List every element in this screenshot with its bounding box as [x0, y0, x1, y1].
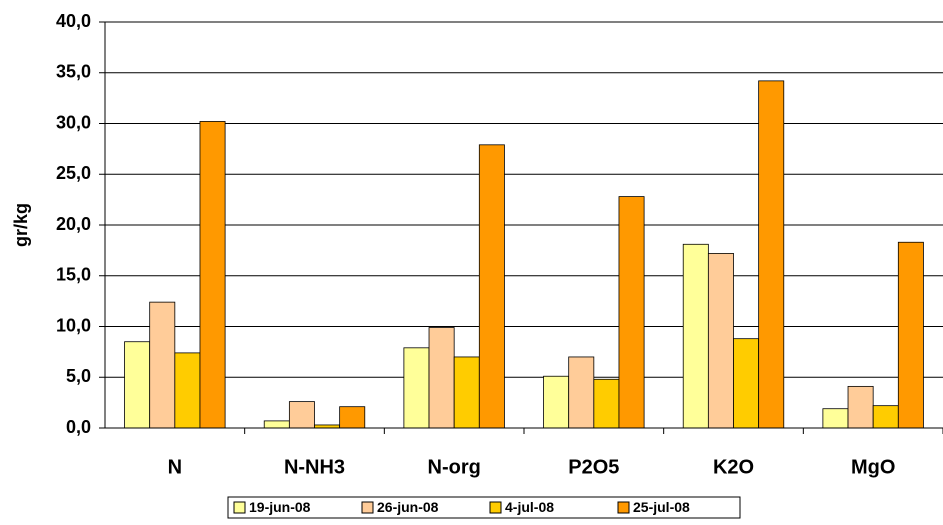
- bar: [543, 375, 570, 429]
- bar: [124, 341, 151, 429]
- x-tick-label: K2O: [713, 456, 754, 478]
- y-tick-label: 40,0: [56, 11, 91, 31]
- bar: [428, 327, 455, 429]
- bar: [478, 144, 505, 429]
- bar: [288, 401, 315, 429]
- bar: [149, 301, 176, 429]
- y-tick-label: 10,0: [56, 315, 91, 335]
- x-tick-label: N-NH3: [284, 456, 345, 478]
- y-tick-label: 5,0: [66, 366, 91, 386]
- x-tick-label: N: [168, 456, 182, 478]
- bar: [733, 338, 760, 429]
- x-tick-label: P2O5: [568, 456, 619, 478]
- y-tick-label: 30,0: [56, 112, 91, 132]
- legend-label: 4-jul-08: [505, 499, 554, 515]
- bar: [403, 347, 430, 429]
- y-tick-label: 20,0: [56, 214, 91, 234]
- y-tick-label: 25,0: [56, 163, 91, 183]
- legend-swatch: [233, 501, 246, 514]
- x-tick-label: MgO: [851, 456, 895, 478]
- legend-box: [227, 496, 741, 519]
- bar: [872, 405, 899, 429]
- y-tick-label: 0,0: [66, 417, 91, 437]
- bar: [758, 80, 785, 429]
- bar: [822, 408, 849, 429]
- bar: [682, 243, 709, 429]
- legend-label: 19-jun-08: [249, 499, 311, 515]
- bar: [897, 241, 924, 429]
- y-tick-label: 35,0: [56, 62, 91, 82]
- legend-swatch: [489, 501, 502, 514]
- y-axis-label: gr/kg: [11, 203, 31, 247]
- bar: [847, 385, 874, 429]
- legend-swatch: [617, 501, 630, 514]
- y-tick-label: 15,0: [56, 265, 91, 285]
- legend-label: 25-jul-08: [633, 499, 690, 515]
- bar: [453, 356, 480, 429]
- bar: [174, 352, 201, 429]
- bar: [199, 121, 226, 429]
- legend-label: 26-jun-08: [377, 499, 439, 515]
- bar: [568, 356, 595, 429]
- bar: [593, 378, 620, 429]
- legend-swatch: [361, 501, 374, 514]
- bar: [618, 196, 645, 429]
- x-tick-label: N-org: [428, 456, 481, 478]
- bar: [263, 420, 290, 429]
- bar: [339, 406, 366, 429]
- bar: [707, 253, 734, 429]
